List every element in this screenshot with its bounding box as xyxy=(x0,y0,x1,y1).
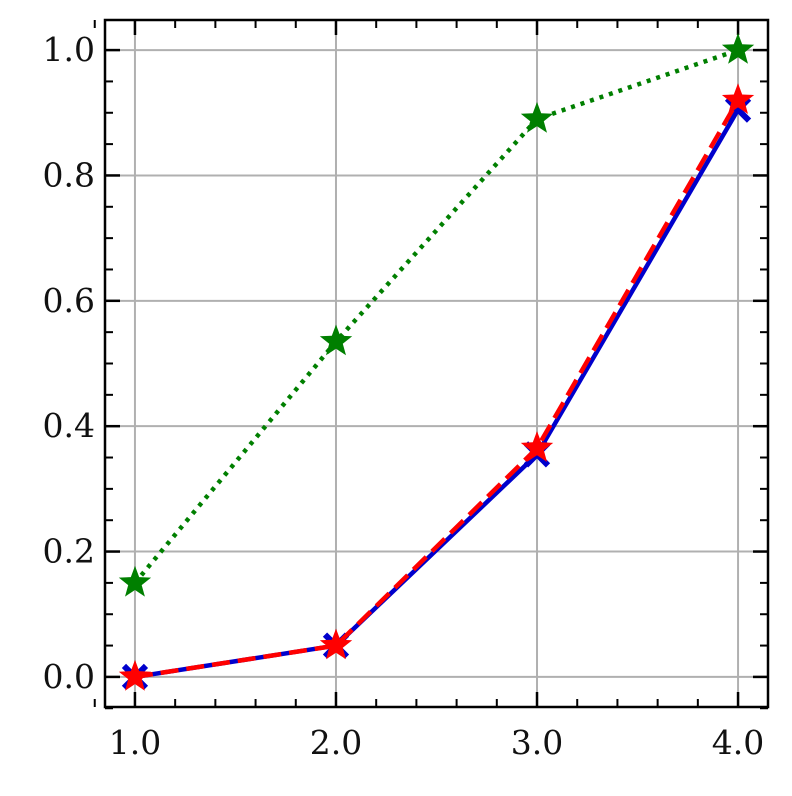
marker xyxy=(319,324,353,356)
marker xyxy=(118,659,152,691)
y-tick-label: 1.0 xyxy=(43,30,95,69)
plot-frame xyxy=(103,18,770,709)
marker xyxy=(118,565,152,597)
y-tick-label: 0.0 xyxy=(43,657,95,696)
x-tick-label: 3.0 xyxy=(511,723,563,762)
y-tick-label: 0.2 xyxy=(43,532,95,571)
y-tick-label: 0.4 xyxy=(43,406,95,445)
x-tick-label: 4.0 xyxy=(712,723,764,762)
series-line xyxy=(133,47,739,585)
marker xyxy=(319,628,353,660)
x-tick-label: 1.0 xyxy=(109,723,161,762)
marker xyxy=(520,431,554,462)
series-line xyxy=(134,99,740,680)
y-tick-label: 0.6 xyxy=(43,281,95,320)
marker xyxy=(520,102,554,133)
y-tick-label: 0.8 xyxy=(43,155,95,194)
marker xyxy=(721,33,755,64)
x-tick-label: 2.0 xyxy=(310,723,362,762)
marker xyxy=(721,83,755,114)
